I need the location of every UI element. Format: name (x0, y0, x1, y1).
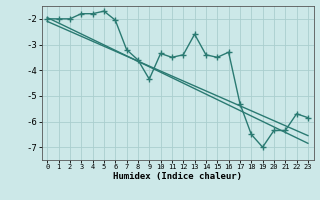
X-axis label: Humidex (Indice chaleur): Humidex (Indice chaleur) (113, 172, 242, 181)
